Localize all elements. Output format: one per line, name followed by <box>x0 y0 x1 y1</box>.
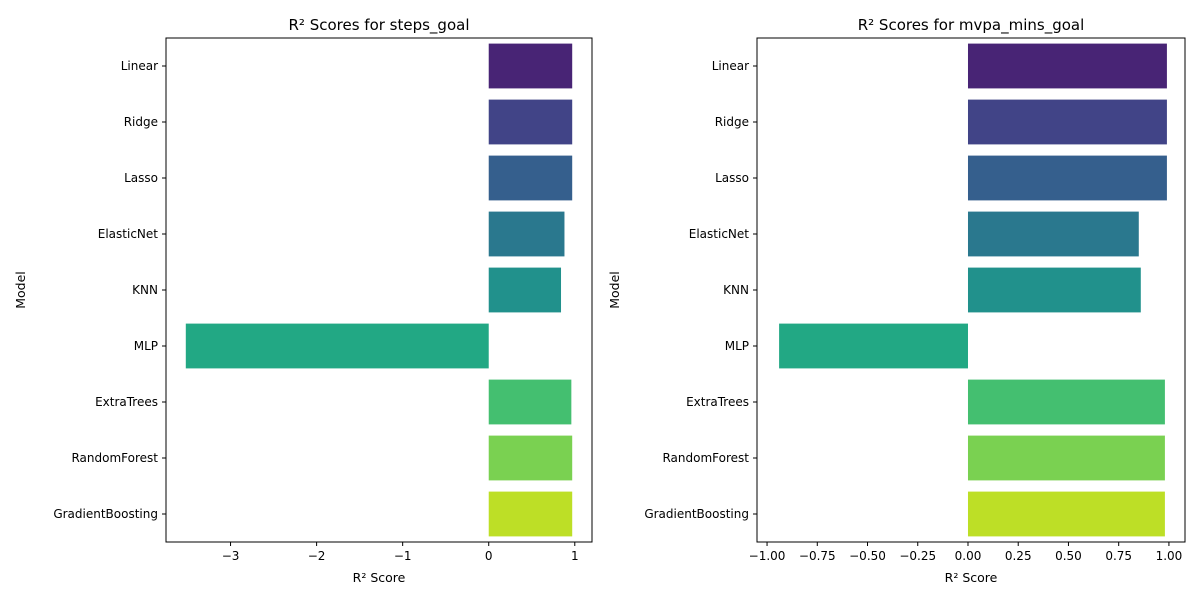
x-tick-label: 0 <box>485 549 493 563</box>
x-axis-label: R² Score <box>353 570 406 585</box>
y-tick-label: GradientBoosting <box>53 507 158 521</box>
bar-elasticnet <box>967 211 1139 257</box>
x-tick-label: −0.50 <box>849 549 886 563</box>
y-tick-label: ElasticNet <box>689 227 750 241</box>
chart-title: R² Scores for mvpa_mins_goal <box>858 16 1085 35</box>
x-ticks: −3 −2 −1 0 1 <box>222 542 579 563</box>
bar-randomforest <box>488 435 573 481</box>
bar-ridge <box>488 99 573 145</box>
bar-linear <box>967 43 1167 89</box>
chart-mvpa-mins-goal: R² Scores for mvpa_mins_goal R² Score Mo… <box>607 16 1186 585</box>
y-ticks: Linear Ridge Lasso ElasticNet KNN MLP ExtraTre… <box>53 59 166 521</box>
y-tick-label: ExtraTrees <box>95 395 158 409</box>
x-tick-label: −2 <box>308 549 326 563</box>
bar-lasso <box>488 155 573 201</box>
y-tick-label: GradientBoosting <box>644 507 749 521</box>
chart-steps-goal: R² Scores for steps_goal R² Score Model … <box>13 16 593 585</box>
y-tick-label: Ridge <box>715 115 749 129</box>
y-axis-label: Model <box>13 271 28 309</box>
y-tick-label: MLP <box>725 339 749 353</box>
y-tick-label: Linear <box>121 59 158 73</box>
y-tick-label: ElasticNet <box>98 227 159 241</box>
y-ticks: Linear Ridge Lasso ElasticNet KNN MLP ExtraTre… <box>644 59 757 521</box>
plot-frame <box>756 37 1186 543</box>
bar-randomforest <box>967 435 1165 481</box>
bar-mlp <box>779 323 968 369</box>
y-tick-label: RandomForest <box>662 451 749 465</box>
x-tick-label: −1 <box>394 549 412 563</box>
x-tick-label: 0.75 <box>1105 549 1132 563</box>
x-tick-label: −1.00 <box>749 549 786 563</box>
x-tick-label: −0.25 <box>899 549 936 563</box>
bars <box>185 43 573 537</box>
y-tick-label: Ridge <box>124 115 158 129</box>
bar-linear <box>488 43 573 89</box>
y-axis-label: Model <box>607 271 622 309</box>
bar-gradientboosting <box>488 491 573 537</box>
x-tick-label: 0.25 <box>1005 549 1032 563</box>
bar-lasso <box>967 155 1167 201</box>
bar-mlp <box>185 323 489 369</box>
y-tick-label: Linear <box>712 59 749 73</box>
x-tick-label: −3 <box>222 549 240 563</box>
y-tick-label: Lasso <box>715 171 749 185</box>
bar-extratrees <box>488 379 572 425</box>
y-tick-label: MLP <box>134 339 158 353</box>
y-tick-label: ExtraTrees <box>686 395 749 409</box>
y-tick-label: KNN <box>723 283 749 297</box>
bar-knn <box>967 267 1141 313</box>
bar-ridge <box>967 99 1167 145</box>
y-tick-label: KNN <box>132 283 158 297</box>
bar-elasticnet <box>488 211 565 257</box>
bar-knn <box>488 267 562 313</box>
chart-title: R² Scores for steps_goal <box>288 16 469 35</box>
x-tick-label: 0.50 <box>1055 549 1082 563</box>
x-tick-label: 1 <box>571 549 579 563</box>
bar-extratrees <box>967 379 1165 425</box>
y-tick-label: Lasso <box>124 171 158 185</box>
plot-frame <box>165 37 593 543</box>
x-tick-label: 1.00 <box>1156 549 1183 563</box>
x-axis-label: R² Score <box>945 570 998 585</box>
x-ticks: −1.00 −0.75 −0.50 −0.25 0.00 0.25 0.50 0.75 1.00 <box>749 542 1183 563</box>
x-tick-label: 0.00 <box>955 549 982 563</box>
bar-gradientboosting <box>967 491 1165 537</box>
y-tick-label: RandomForest <box>71 451 158 465</box>
x-tick-label: −0.75 <box>799 549 836 563</box>
bars <box>779 43 1167 537</box>
